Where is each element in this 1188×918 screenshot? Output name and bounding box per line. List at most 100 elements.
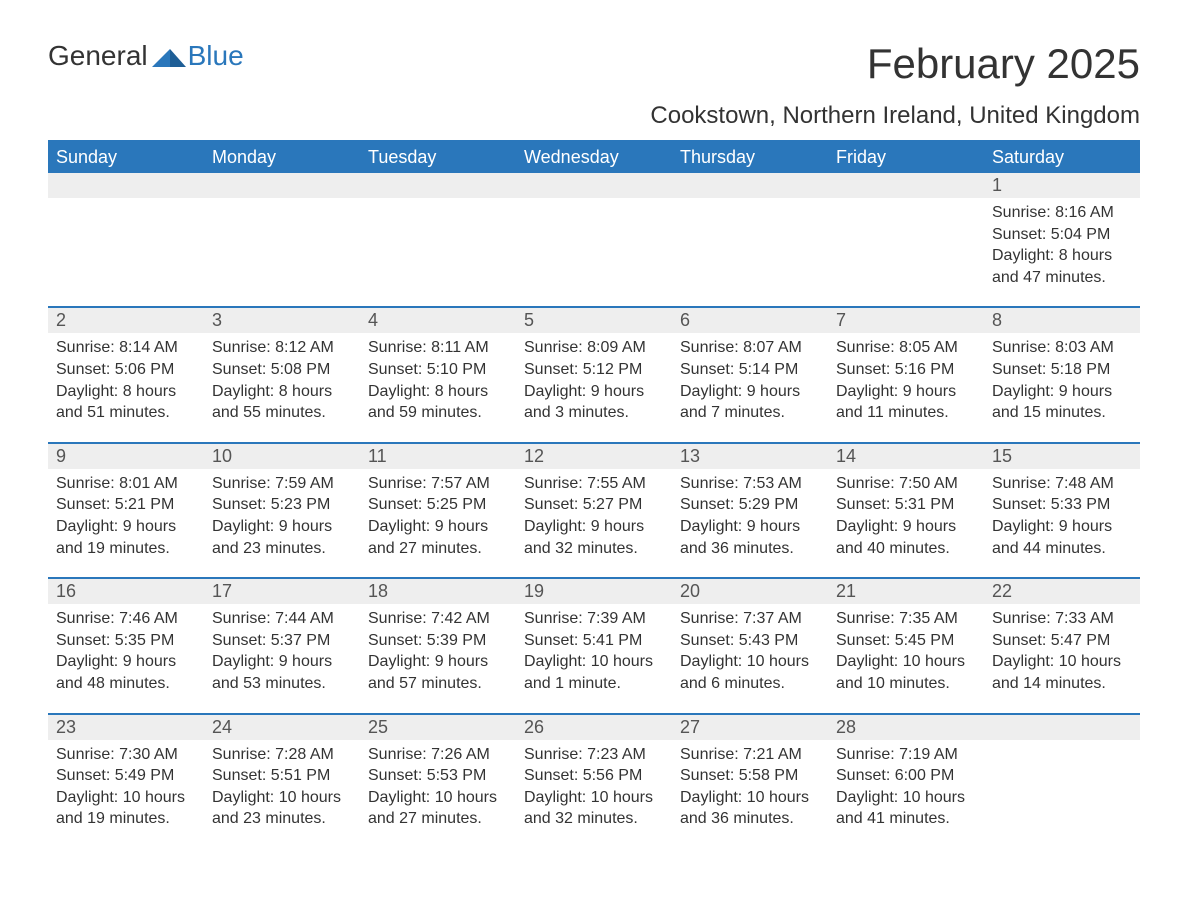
day-number: 21	[828, 579, 984, 604]
day-day2: and 55 minutes.	[212, 402, 352, 424]
day-number: 28	[828, 715, 984, 740]
day-cell	[516, 198, 672, 306]
day-day2: and 41 minutes.	[836, 808, 976, 830]
day-day1: Daylight: 10 hours	[368, 787, 508, 809]
day-sunrise: Sunrise: 8:11 AM	[368, 337, 508, 359]
day-cell: Sunrise: 8:07 AMSunset: 5:14 PMDaylight:…	[672, 333, 828, 441]
logo: General Blue	[48, 40, 244, 72]
day-day2: and 3 minutes.	[524, 402, 664, 424]
day-cell: Sunrise: 8:01 AMSunset: 5:21 PMDaylight:…	[48, 469, 204, 577]
day-day2: and 23 minutes.	[212, 538, 352, 560]
day-day1: Daylight: 9 hours	[368, 651, 508, 673]
day-cell: Sunrise: 7:42 AMSunset: 5:39 PMDaylight:…	[360, 604, 516, 712]
weekday-tuesday: Tuesday	[360, 142, 516, 173]
day-cell: Sunrise: 7:39 AMSunset: 5:41 PMDaylight:…	[516, 604, 672, 712]
day-cell: Sunrise: 8:05 AMSunset: 5:16 PMDaylight:…	[828, 333, 984, 441]
day-day2: and 27 minutes.	[368, 538, 508, 560]
day-sunset: Sunset: 5:23 PM	[212, 494, 352, 516]
day-number: 23	[48, 715, 204, 740]
day-day1: Daylight: 9 hours	[680, 516, 820, 538]
day-sunset: Sunset: 5:08 PM	[212, 359, 352, 381]
daynum-row: 232425262728	[48, 715, 1140, 740]
daynum-row: 1	[48, 173, 1140, 198]
day-day2: and 36 minutes.	[680, 808, 820, 830]
day-sunrise: Sunrise: 8:07 AM	[680, 337, 820, 359]
day-number	[984, 715, 1140, 740]
day-number: 5	[516, 308, 672, 333]
day-sunset: Sunset: 5:16 PM	[836, 359, 976, 381]
day-cell: Sunrise: 7:28 AMSunset: 5:51 PMDaylight:…	[204, 740, 360, 848]
day-day1: Daylight: 10 hours	[56, 787, 196, 809]
day-sunset: Sunset: 5:37 PM	[212, 630, 352, 652]
day-day2: and 27 minutes.	[368, 808, 508, 830]
logo-word-general: General	[48, 40, 148, 72]
day-sunset: Sunset: 5:47 PM	[992, 630, 1132, 652]
day-sunrise: Sunrise: 7:59 AM	[212, 473, 352, 495]
weekday-saturday: Saturday	[984, 142, 1140, 173]
day-cell: Sunrise: 8:09 AMSunset: 5:12 PMDaylight:…	[516, 333, 672, 441]
day-day1: Daylight: 10 hours	[680, 651, 820, 673]
day-number: 16	[48, 579, 204, 604]
day-number: 8	[984, 308, 1140, 333]
day-day1: Daylight: 8 hours	[992, 245, 1132, 267]
day-sunset: Sunset: 5:53 PM	[368, 765, 508, 787]
day-cell: Sunrise: 7:30 AMSunset: 5:49 PMDaylight:…	[48, 740, 204, 848]
day-sunrise: Sunrise: 7:50 AM	[836, 473, 976, 495]
weekday-sunday: Sunday	[48, 142, 204, 173]
day-sunset: Sunset: 5:27 PM	[524, 494, 664, 516]
day-sunset: Sunset: 5:12 PM	[524, 359, 664, 381]
day-day1: Daylight: 9 hours	[56, 516, 196, 538]
day-cell: Sunrise: 7:26 AMSunset: 5:53 PMDaylight:…	[360, 740, 516, 848]
day-sunset: Sunset: 5:41 PM	[524, 630, 664, 652]
daynum-row: 2345678	[48, 308, 1140, 333]
day-number	[204, 173, 360, 198]
day-day2: and 14 minutes.	[992, 673, 1132, 695]
daynum-row: 9101112131415	[48, 444, 1140, 469]
day-number: 12	[516, 444, 672, 469]
day-sunset: Sunset: 5:45 PM	[836, 630, 976, 652]
day-number: 11	[360, 444, 516, 469]
day-sunrise: Sunrise: 7:33 AM	[992, 608, 1132, 630]
day-cell: Sunrise: 7:59 AMSunset: 5:23 PMDaylight:…	[204, 469, 360, 577]
day-number: 20	[672, 579, 828, 604]
day-cell: Sunrise: 7:19 AMSunset: 6:00 PMDaylight:…	[828, 740, 984, 848]
day-number: 9	[48, 444, 204, 469]
day-day2: and 59 minutes.	[368, 402, 508, 424]
day-cell: Sunrise: 7:21 AMSunset: 5:58 PMDaylight:…	[672, 740, 828, 848]
week-row: 1Sunrise: 8:16 AMSunset: 5:04 PMDaylight…	[48, 173, 1140, 306]
day-day2: and 53 minutes.	[212, 673, 352, 695]
day-sunset: Sunset: 5:56 PM	[524, 765, 664, 787]
day-number: 22	[984, 579, 1140, 604]
day-number: 7	[828, 308, 984, 333]
daynum-row: 16171819202122	[48, 579, 1140, 604]
day-sunrise: Sunrise: 7:55 AM	[524, 473, 664, 495]
week-row: 9101112131415Sunrise: 8:01 AMSunset: 5:2…	[48, 442, 1140, 577]
day-sunrise: Sunrise: 8:05 AM	[836, 337, 976, 359]
day-cell: Sunrise: 7:46 AMSunset: 5:35 PMDaylight:…	[48, 604, 204, 712]
weekday-thursday: Thursday	[672, 142, 828, 173]
day-day2: and 40 minutes.	[836, 538, 976, 560]
day-cell	[984, 740, 1140, 848]
day-number: 3	[204, 308, 360, 333]
location-text: Cookstown, Northern Ireland, United King…	[650, 102, 1140, 130]
day-sunrise: Sunrise: 7:35 AM	[836, 608, 976, 630]
day-sunset: Sunset: 5:04 PM	[992, 224, 1132, 246]
day-number: 6	[672, 308, 828, 333]
weekday-wednesday: Wednesday	[516, 142, 672, 173]
day-number: 1	[984, 173, 1140, 198]
day-day2: and 15 minutes.	[992, 402, 1132, 424]
day-day2: and 51 minutes.	[56, 402, 196, 424]
day-sunrise: Sunrise: 8:03 AM	[992, 337, 1132, 359]
day-number: 27	[672, 715, 828, 740]
day-cell: Sunrise: 8:16 AMSunset: 5:04 PMDaylight:…	[984, 198, 1140, 306]
day-day2: and 19 minutes.	[56, 808, 196, 830]
day-cell: Sunrise: 7:57 AMSunset: 5:25 PMDaylight:…	[360, 469, 516, 577]
day-cell: Sunrise: 8:11 AMSunset: 5:10 PMDaylight:…	[360, 333, 516, 441]
day-sunrise: Sunrise: 7:44 AM	[212, 608, 352, 630]
day-cell: Sunrise: 8:14 AMSunset: 5:06 PMDaylight:…	[48, 333, 204, 441]
logo-word-blue: Blue	[188, 40, 244, 72]
day-number: 26	[516, 715, 672, 740]
day-sunset: Sunset: 5:21 PM	[56, 494, 196, 516]
day-cell	[828, 198, 984, 306]
day-sunrise: Sunrise: 7:30 AM	[56, 744, 196, 766]
